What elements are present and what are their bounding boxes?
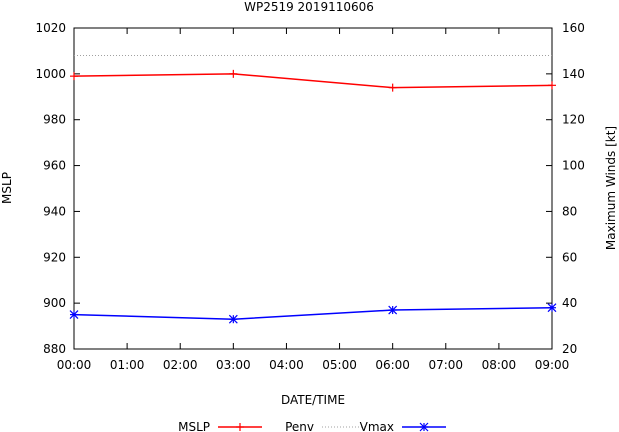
x-axis-label: DATE/TIME	[281, 393, 345, 407]
chart-title: WP2519 2019110606	[244, 0, 374, 14]
y-left-tick-label: 940	[43, 204, 66, 218]
series-line-mslp	[73, 73, 553, 89]
x-tick-label: 06:00	[375, 358, 410, 372]
y-axis-label-right: Maximum Winds [kt]	[604, 126, 618, 250]
y-left-tick-label: 980	[43, 113, 66, 127]
legend: MSLP Penv Vmax	[178, 420, 446, 432]
series-layer	[69, 55, 557, 324]
data-point	[548, 81, 556, 90]
y-right-tick-label: 140	[562, 67, 585, 81]
y-right-tick-label: 160	[562, 21, 585, 35]
y-right-tick-label: 120	[562, 113, 585, 127]
x-tick-label: 01:00	[110, 358, 145, 372]
data-point	[547, 303, 557, 313]
data-point	[69, 310, 79, 320]
data-point	[388, 83, 397, 92]
y-right-tick-label: 20	[562, 342, 577, 356]
data-point	[70, 72, 78, 81]
x-tick-label: 00:00	[57, 358, 92, 372]
data-point	[236, 423, 244, 431]
x-tick-label: 09:00	[535, 358, 570, 372]
data-point	[419, 422, 429, 432]
y-left-tick-label: 1000	[35, 67, 66, 81]
y-right-tick-label: 80	[562, 204, 577, 218]
x-tick-label: 05:00	[322, 358, 357, 372]
y-right-tick-label: 40	[562, 296, 577, 310]
data-point	[388, 305, 398, 315]
legend-entry-vmax: Vmax	[360, 420, 446, 432]
legend-label: Penv	[285, 420, 314, 432]
y-left-tick-label: 960	[43, 159, 66, 173]
y-right-tick-label: 60	[562, 250, 577, 264]
data-point	[229, 69, 238, 78]
x-tick-label: 08:00	[482, 358, 517, 372]
y-left-tick-label: 1020	[35, 21, 66, 35]
axes-layer: 880 900 920 940 960 980 1000 1020 20 40 60 80 100 120…	[35, 21, 584, 372]
legend-entry-mslp: MSLP	[178, 420, 262, 432]
legend-label: Vmax	[360, 420, 394, 432]
y-left-tick-label: 900	[43, 296, 66, 310]
y-right-tick-label: 100	[562, 159, 585, 173]
y-left-tick-label: 920	[43, 250, 66, 264]
y-left-tick-label: 880	[43, 342, 66, 356]
x-tick-label: 02:00	[163, 358, 198, 372]
series-line-vmax	[73, 306, 553, 320]
x-tick-label: 03:00	[216, 358, 251, 372]
y-axis-label-left: MSLP	[0, 172, 14, 204]
legend-entry-penv: Penv	[285, 420, 366, 432]
data-point	[228, 314, 238, 324]
x-tick-label: 04:00	[269, 358, 304, 372]
plot-border	[73, 27, 553, 350]
x-tick-label: 07:00	[428, 358, 463, 372]
legend-label: MSLP	[178, 420, 210, 432]
